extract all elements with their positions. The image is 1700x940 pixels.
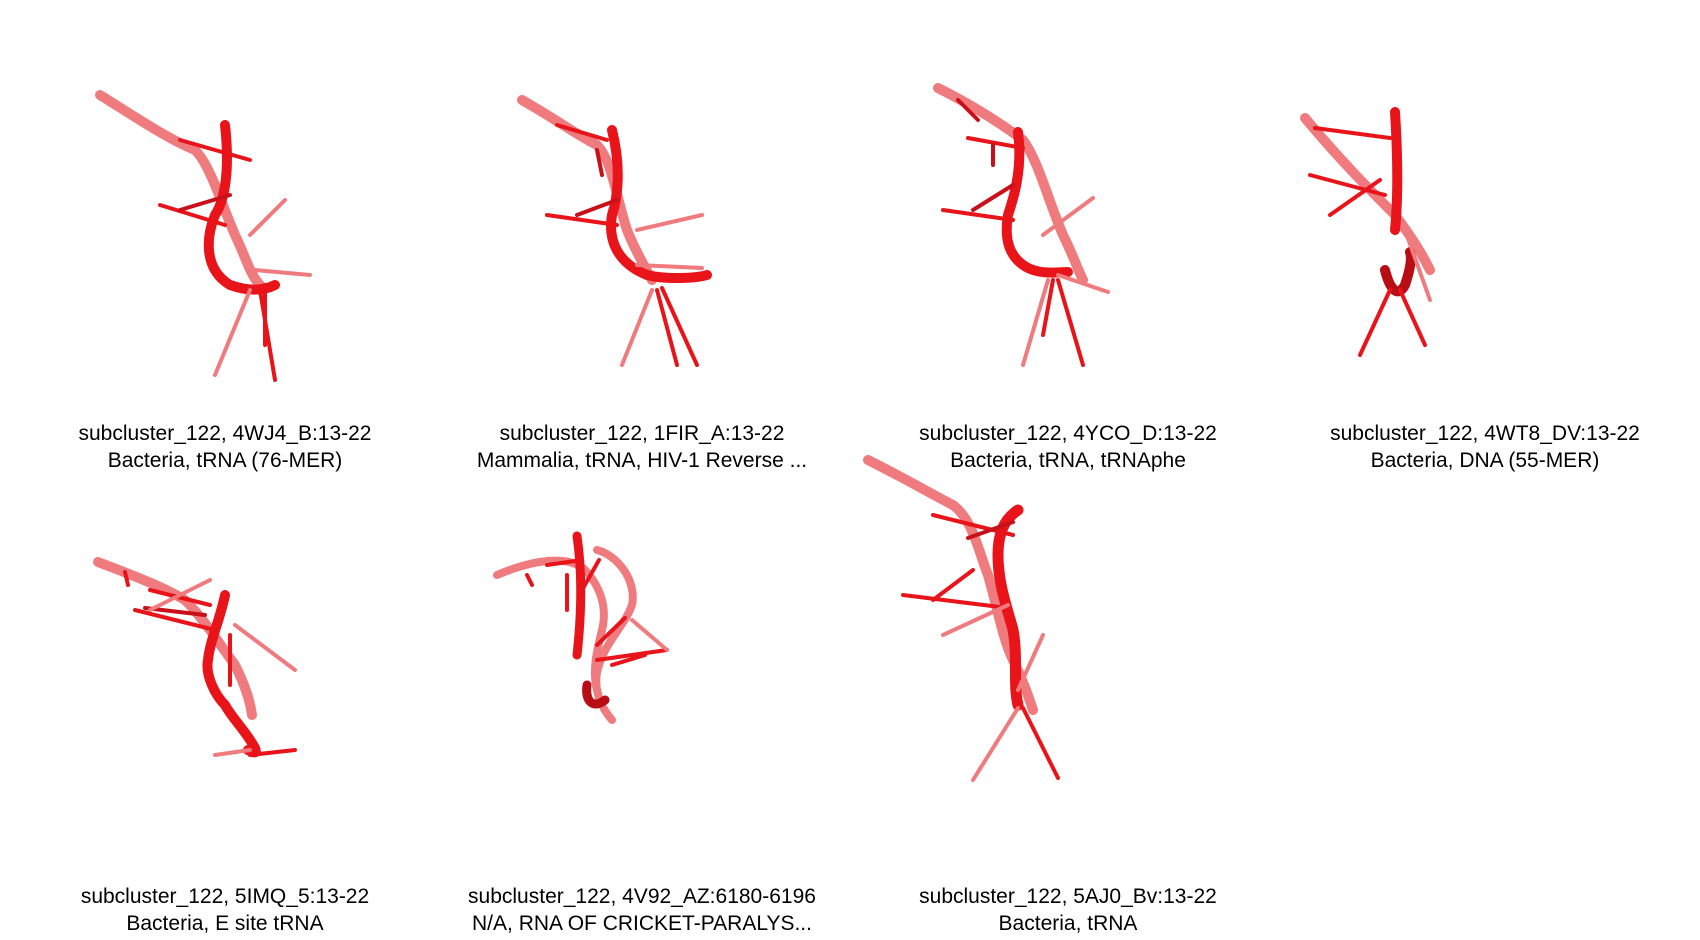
rna-backbone-image-4wj4 (95, 90, 312, 382)
rna-backbone-image-4yco (933, 83, 1110, 367)
caption-line-2: Bacteria, E site tRNA (126, 912, 324, 935)
caption-line-1: subcluster_122, 4WT8_DV:13-22 (1330, 422, 1640, 445)
caption-line-1: subcluster_122, 4V92_AZ:6180-6196 (468, 885, 816, 908)
caption-line-2: Bacteria, tRNA (76-MER) (107, 449, 343, 472)
caption-line-2: Bacteria, DNA (55-MER) (1370, 449, 1600, 472)
caption-line-1: subcluster_122, 1FIR_A:13-22 (499, 422, 785, 445)
structure-caption: subcluster_122, 4WJ4_B:13-22 Bacteria, t… (20, 420, 430, 474)
rna-backbone-image-5imq (93, 557, 297, 758)
structure-caption: subcluster_122, 4YCO_D:13-22 Bacteria, t… (863, 420, 1273, 474)
structure-caption: subcluster_122, 5IMQ_5:13-22 Bacteria, E… (20, 883, 430, 937)
caption-line-2: N/A, RNA OF CRICKET-PARALYS... (472, 912, 812, 935)
rna-backbone-image-4v92 (493, 531, 669, 724)
structure-caption: subcluster_122, 4V92_AZ:6180-6196 N/A, R… (437, 883, 847, 937)
caption-line-2: Mammalia, tRNA, HIV-1 Reverse ... (476, 449, 808, 472)
rna-backbone-image-4wt8 (1300, 107, 1435, 357)
rna-backbone-image-1fir (517, 95, 712, 367)
rna-backbone-image-5aj0 (863, 455, 1060, 782)
structure-caption: subcluster_122, 4WT8_DV:13-22 Bacteria, … (1280, 420, 1690, 474)
caption-line-2: Bacteria, tRNA (998, 912, 1138, 935)
caption-line-1: subcluster_122, 4YCO_D:13-22 (919, 422, 1217, 445)
caption-line-1: subcluster_122, 4WJ4_B:13-22 (78, 422, 372, 445)
caption-line-1: subcluster_122, 5AJ0_Bv:13-22 (919, 885, 1217, 908)
structure-caption: subcluster_122, 5AJ0_Bv:13-22 Bacteria, … (863, 883, 1273, 937)
caption-line-1: subcluster_122, 5IMQ_5:13-22 (80, 885, 370, 908)
caption-line-2: Bacteria, tRNA, tRNAphe (950, 449, 1186, 472)
structure-caption: subcluster_122, 1FIR_A:13-22 Mammalia, t… (437, 420, 847, 474)
